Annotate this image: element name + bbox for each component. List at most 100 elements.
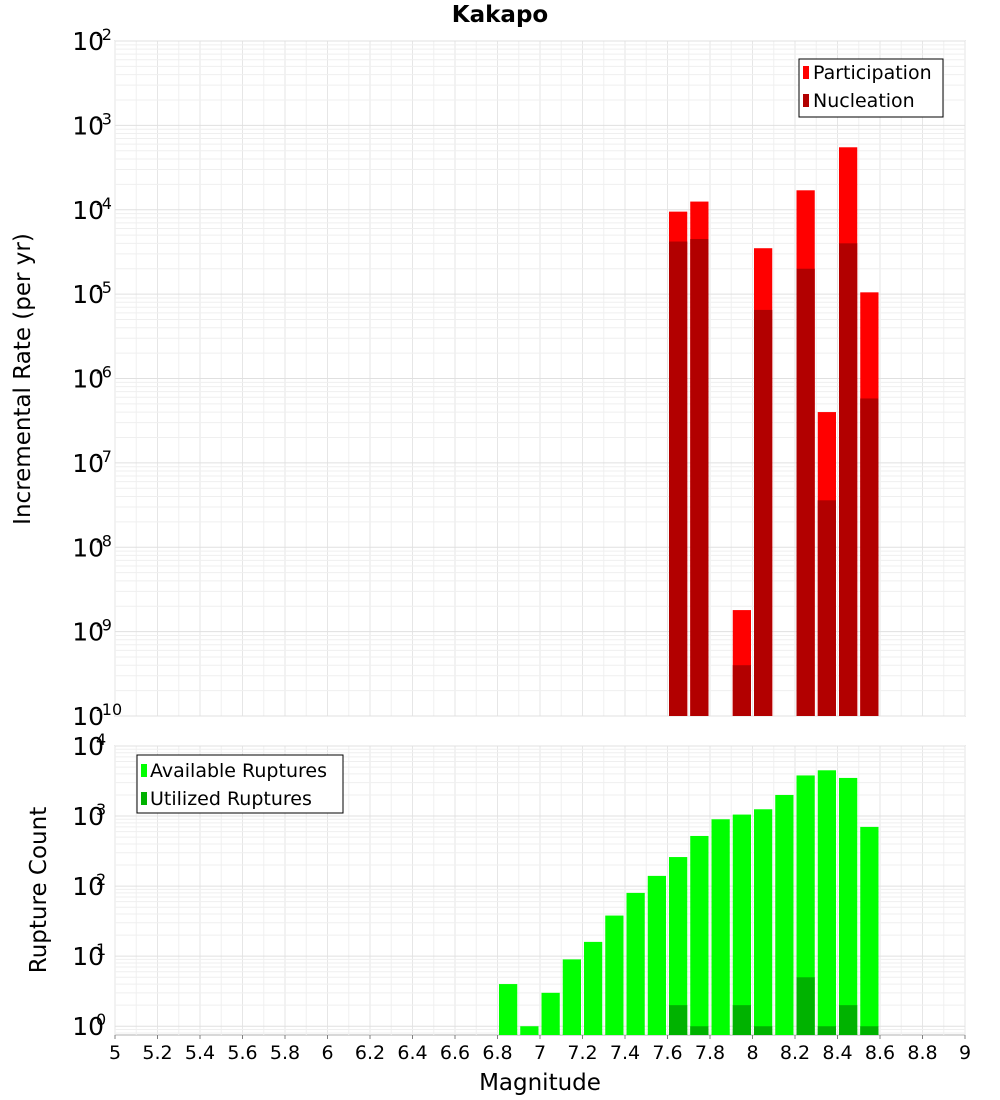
- y-tick-label: 10: [72, 365, 104, 394]
- y-tick-label: 10: [72, 618, 104, 647]
- y-tick-exponent: 2: [96, 870, 106, 889]
- bar-nucleation: [817, 500, 836, 716]
- x-tick-label: 6.4: [397, 1042, 427, 1064]
- bottom-bars: [499, 770, 879, 1035]
- bar-available-ruptures: [647, 875, 666, 1035]
- y-tick-label: 10: [72, 27, 104, 56]
- y-tick-label: 10: [72, 872, 104, 901]
- x-tick-label: 7.4: [610, 1042, 640, 1064]
- bar-utilized-ruptures: [817, 1026, 836, 1035]
- x-tick-label: 5.4: [185, 1042, 215, 1064]
- bar-available-ruptures: [520, 1026, 539, 1035]
- y-tick-label: 10: [72, 280, 104, 309]
- x-tick-label: 6: [321, 1042, 333, 1064]
- x-tick-label: 8.8: [907, 1042, 937, 1064]
- bar-available-ruptures: [499, 984, 518, 1035]
- y-tick-exponent: -10: [96, 700, 122, 719]
- x-tick-label: 8.2: [780, 1042, 810, 1064]
- bar-available-ruptures: [754, 809, 773, 1035]
- bar-utilized-ruptures: [669, 1005, 688, 1035]
- x-axis-label: Magnitude: [479, 1070, 601, 1096]
- y-tick-exponent: 4: [96, 730, 106, 749]
- bar-nucleation: [754, 309, 773, 716]
- x-tick-label: 6.2: [355, 1042, 385, 1064]
- chart-title: Kakapo: [452, 2, 548, 28]
- y-tick-exponent: -2: [96, 25, 112, 44]
- bar-available-ruptures: [817, 770, 836, 1035]
- x-tick-label: 7.6: [652, 1042, 682, 1064]
- top-legend: Participation Nucleation: [798, 58, 944, 118]
- x-tick-label: 8.6: [865, 1042, 895, 1064]
- y-tick-exponent: -3: [96, 109, 112, 128]
- bar-available-ruptures: [732, 814, 751, 1035]
- x-tick-label: 9: [959, 1042, 971, 1064]
- x-tick-label: 8: [746, 1042, 758, 1064]
- y-tick-exponent: -9: [96, 616, 112, 635]
- legend-label-participation: Participation: [813, 62, 932, 84]
- legend-label-nucleation: Nucleation: [813, 90, 915, 112]
- bar-available-ruptures: [541, 992, 560, 1035]
- legend-label-utilized: Utilized Ruptures: [150, 788, 312, 810]
- top-legend-box: [798, 58, 944, 118]
- x-tick-label: 8.4: [822, 1042, 852, 1064]
- y-tick-exponent: -6: [96, 363, 112, 382]
- bar-nucleation: [839, 243, 858, 717]
- bar-nucleation: [860, 398, 879, 716]
- participation-nucleation-panel: Kakapo 10-210-310-410-510-610-710-810-91…: [10, 2, 966, 731]
- bar-available-ruptures: [669, 857, 688, 1035]
- y-tick-label: 10: [72, 802, 104, 831]
- x-tick-label: 5.6: [227, 1042, 257, 1064]
- y-tick-label: 10: [72, 1012, 104, 1041]
- y-tick-exponent: 1: [96, 940, 106, 959]
- x-tick-label: 7.2: [567, 1042, 597, 1064]
- y-tick-label: 10: [72, 732, 104, 761]
- bar-utilized-ruptures: [860, 1026, 879, 1035]
- bar-nucleation: [669, 241, 688, 717]
- bar-available-ruptures: [775, 794, 794, 1035]
- x-ticks: 5 5.2 5.4 5.6 5.8 6 6.2 6.4 6.6 6.8 7 7.2 7.4 7.6 7.8 8…: [109, 1035, 971, 1064]
- top-grid: [114, 40, 966, 717]
- bar-available-ruptures: [711, 819, 730, 1035]
- bottom-legend: Available Ruptures Utilized Ruptures: [136, 754, 344, 814]
- top-bars: [669, 147, 879, 717]
- y-tick-label: 10: [72, 111, 104, 140]
- top-y-axis-label: Incremental Rate (per yr): [10, 233, 36, 525]
- x-tick-label: 5: [109, 1042, 121, 1064]
- bar-available-ruptures: [584, 941, 603, 1035]
- bar-available-ruptures: [839, 777, 858, 1035]
- x-tick-label: 6.6: [440, 1042, 470, 1064]
- bar-available-ruptures: [605, 915, 624, 1035]
- bar-available-ruptures: [796, 775, 815, 1035]
- y-tick-exponent: -7: [96, 447, 112, 466]
- bar-available-ruptures: [626, 892, 645, 1035]
- bar-nucleation: [690, 239, 709, 716]
- bar-available-ruptures: [690, 835, 709, 1035]
- y-tick-exponent: -5: [96, 278, 112, 297]
- legend-label-available: Available Ruptures: [150, 760, 327, 782]
- y-tick-exponent: 3: [96, 800, 106, 819]
- x-tick-label: 5.8: [270, 1042, 300, 1064]
- y-tick-exponent: -4: [96, 194, 112, 213]
- legend-swatch-available: [141, 764, 147, 777]
- y-tick-exponent: -8: [96, 531, 112, 550]
- top-y-ticks: 10-210-310-410-510-610-710-810-910-10: [72, 25, 122, 731]
- bottom-grid: [114, 745, 966, 1035]
- bar-utilized-ruptures: [732, 1005, 751, 1035]
- bar-utilized-ruptures: [839, 1005, 858, 1035]
- bottom-legend-box: [136, 754, 344, 814]
- legend-swatch-participation: [803, 66, 809, 79]
- x-tick-label: 5.2: [142, 1042, 172, 1064]
- bar-utilized-ruptures: [796, 977, 815, 1035]
- bar-available-ruptures: [562, 959, 581, 1035]
- y-tick-label: 10: [72, 942, 104, 971]
- bar-utilized-ruptures: [754, 1026, 773, 1035]
- x-tick-label: 6.8: [482, 1042, 512, 1064]
- legend-swatch-nucleation: [803, 94, 809, 107]
- y-tick-label: 10: [72, 196, 104, 225]
- bar-nucleation: [732, 665, 751, 716]
- x-tick-label: 7.8: [695, 1042, 725, 1064]
- y-tick-exponent: 0: [96, 1010, 106, 1029]
